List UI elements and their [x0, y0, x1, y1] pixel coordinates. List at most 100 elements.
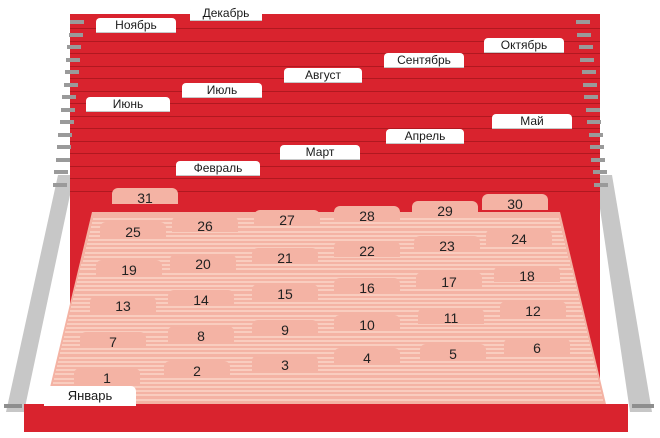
folder-stripe: [57, 365, 595, 367]
day-tab-13[interactable]: 13: [90, 296, 156, 314]
day-tab-3[interactable]: 3: [252, 355, 318, 373]
folder-hook-right: [584, 95, 599, 99]
folder-stripe: [51, 390, 601, 393]
folder-stripe: [90, 226, 562, 229]
folder-stripe: [70, 310, 582, 313]
tab-february[interactable]: Февраль: [176, 161, 260, 175]
day-tab-30[interactable]: 30: [482, 194, 548, 212]
tab-august[interactable]: Август: [284, 68, 362, 82]
tab-october[interactable]: Октябрь: [484, 38, 564, 52]
folder-stripe: [68, 318, 584, 321]
folder-stripe: [62, 344, 590, 346]
day-tab-28[interactable]: 28: [334, 206, 400, 224]
folder-divider: [70, 128, 600, 129]
folder-stripe: [49, 398, 603, 401]
folder-stripe: [74, 293, 578, 296]
day-tab-1[interactable]: 1: [74, 368, 140, 386]
day-tab-23[interactable]: 23: [414, 236, 480, 254]
folder-stripe: [82, 260, 570, 262]
day-tab-26[interactable]: 26: [172, 216, 238, 234]
day-tab-6[interactable]: 6: [504, 338, 570, 356]
day-tab-2[interactable]: 2: [164, 361, 230, 379]
folder-stripe: [87, 239, 565, 241]
folder-stripe: [91, 222, 561, 225]
folder-hook-left: [66, 57, 81, 62]
day-tab-9[interactable]: 9: [252, 320, 318, 338]
front-folder: [24, 404, 628, 432]
tab-december[interactable]: Декабрь: [190, 6, 262, 20]
folder-stripe: [71, 306, 581, 309]
tab-january[interactable]: Январь: [44, 386, 136, 406]
folder-stripe: [52, 386, 600, 388]
folder-hook-left: [62, 95, 77, 99]
day-tab-31[interactable]: 31: [112, 188, 178, 206]
tab-september[interactable]: Сентябрь: [384, 53, 464, 67]
folder-hook-left: [64, 70, 79, 74]
folder-stripe: [53, 381, 599, 384]
folder-stripe: [83, 255, 569, 258]
folder-divider: [70, 190, 600, 192]
folder-hook-right: [580, 57, 595, 62]
folder-hook-right: [585, 107, 600, 112]
folder-hook-right: [587, 120, 602, 124]
folder-stripe: [78, 276, 574, 279]
day-tab-17[interactable]: 17: [416, 272, 482, 290]
day-tab-10[interactable]: 10: [334, 315, 400, 333]
day-tab-20[interactable]: 20: [170, 254, 236, 272]
day-tab-16[interactable]: 16: [334, 278, 400, 296]
tab-may[interactable]: Май: [492, 114, 572, 128]
folder-hook-right: [577, 32, 592, 37]
day-tab-29[interactable]: 29: [412, 201, 478, 219]
folder-stripe: [80, 268, 572, 271]
folder-stripe: [81, 264, 571, 267]
day-tab-21[interactable]: 21: [252, 248, 318, 266]
day-tab-18[interactable]: 18: [494, 266, 560, 284]
tab-november[interactable]: Ноябрь: [96, 18, 176, 32]
folder-divider: [70, 103, 600, 104]
folder-stripe: [72, 302, 580, 304]
tab-april[interactable]: Апрель: [386, 129, 464, 143]
day-tab-11[interactable]: 11: [418, 308, 484, 326]
folder-stripe: [88, 234, 564, 237]
folder-stripe: [56, 369, 596, 372]
day-tab-19[interactable]: 19: [96, 260, 162, 278]
folder-hook-right: [592, 170, 607, 174]
folder-stripe: [65, 331, 587, 334]
day-tab-12[interactable]: 12: [500, 301, 566, 319]
folder-hook-left: [57, 145, 71, 149]
tab-july[interactable]: Июль: [182, 83, 262, 97]
day-tab-27[interactable]: 27: [254, 210, 320, 228]
folder-stripe: [60, 352, 592, 355]
folder-divider: [70, 65, 600, 67]
tab-june[interactable]: Июнь: [86, 97, 170, 111]
folder-stripe: [50, 394, 602, 397]
day-tab-25[interactable]: 25: [100, 222, 166, 240]
folder-stripe: [58, 360, 594, 363]
folder-hook-right: [578, 45, 593, 49]
folder-stripe: [79, 272, 573, 275]
day-tab-24[interactable]: 24: [486, 229, 552, 247]
folder-hook-right: [590, 145, 604, 149]
folder-stripe: [66, 327, 586, 330]
day-tab-8[interactable]: 8: [168, 326, 234, 344]
folder-hook-right: [591, 157, 606, 162]
folder-hook-left: [68, 32, 83, 37]
folder-stripe: [92, 218, 560, 220]
folder-divider: [70, 28, 600, 29]
folder-stripe: [54, 377, 598, 380]
folder-stripe: [69, 314, 583, 317]
day-tab-22[interactable]: 22: [334, 241, 400, 259]
day-tab-7[interactable]: 7: [80, 332, 146, 350]
folder-hook-left: [54, 170, 69, 174]
tab-march[interactable]: Март: [280, 145, 360, 159]
folder-stripe: [63, 339, 589, 342]
day-tab-14[interactable]: 14: [168, 290, 234, 308]
folder-hook-left: [70, 20, 84, 24]
day-tab-15[interactable]: 15: [252, 284, 318, 302]
day-tab-4[interactable]: 4: [334, 348, 400, 366]
folder-stripe: [64, 335, 588, 338]
folder-stripe: [75, 289, 577, 292]
folder-hook-left: [63, 82, 78, 87]
day-tab-5[interactable]: 5: [420, 344, 486, 362]
